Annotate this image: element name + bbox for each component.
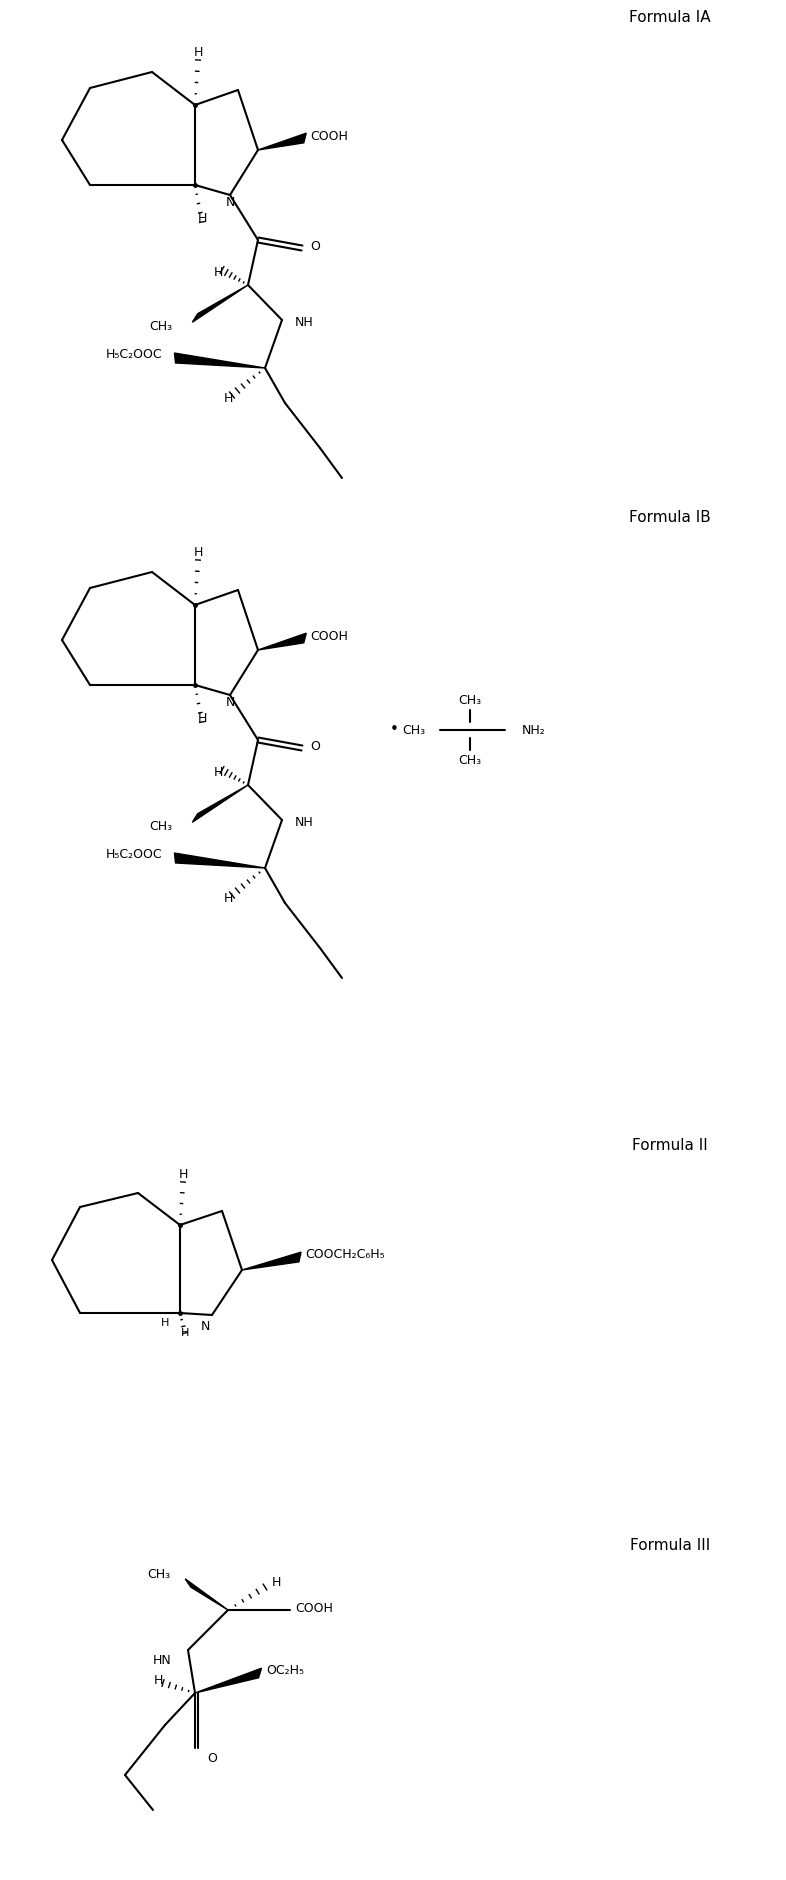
Text: NH: NH: [295, 816, 314, 829]
Text: O: O: [310, 739, 320, 752]
Text: COOH: COOH: [295, 1602, 333, 1615]
Text: H: H: [223, 391, 233, 404]
Text: H: H: [178, 1169, 188, 1181]
Text: CH₃: CH₃: [402, 724, 425, 737]
Text: NH₂: NH₂: [522, 724, 545, 737]
Polygon shape: [258, 634, 307, 650]
Text: Formula IA: Formula IA: [629, 11, 711, 26]
Text: CH₃: CH₃: [149, 320, 172, 333]
Text: H₅C₂OOC: H₅C₂OOC: [105, 348, 162, 361]
Text: Formula II: Formula II: [632, 1137, 708, 1152]
Text: H: H: [161, 1318, 169, 1327]
Polygon shape: [193, 286, 248, 321]
Text: H: H: [181, 1327, 189, 1339]
Text: N: N: [200, 1320, 210, 1333]
Text: N: N: [226, 196, 235, 209]
Text: H: H: [193, 47, 203, 60]
Text: H: H: [197, 711, 207, 724]
Text: CH₃: CH₃: [149, 820, 172, 833]
Text: COOH: COOH: [310, 630, 348, 643]
Text: H: H: [223, 891, 233, 904]
Text: H: H: [213, 265, 222, 278]
Text: OC₂H₅: OC₂H₅: [266, 1664, 304, 1677]
Text: NH: NH: [295, 316, 314, 329]
Polygon shape: [174, 854, 265, 869]
Text: COOCH₂C₆H₅: COOCH₂C₆H₅: [305, 1248, 384, 1261]
Text: CH₃: CH₃: [147, 1568, 170, 1581]
Polygon shape: [258, 133, 307, 150]
Text: CH₃: CH₃: [458, 694, 482, 707]
Text: CH₃: CH₃: [458, 754, 482, 767]
Polygon shape: [195, 1668, 262, 1694]
Text: H: H: [272, 1577, 281, 1589]
Polygon shape: [174, 353, 265, 368]
Text: H: H: [197, 211, 207, 224]
Text: H: H: [213, 765, 222, 778]
Text: Formula III: Formula III: [630, 1538, 710, 1553]
Text: N: N: [226, 696, 235, 709]
Text: O: O: [207, 1752, 217, 1765]
Text: Formula IB: Formula IB: [629, 511, 711, 526]
Text: •: •: [390, 722, 399, 737]
Text: H: H: [193, 547, 203, 560]
Text: HN: HN: [153, 1654, 172, 1666]
Text: COOH: COOH: [310, 130, 348, 143]
Polygon shape: [185, 1579, 228, 1609]
Text: H: H: [153, 1673, 163, 1686]
Text: O: O: [310, 239, 320, 252]
Text: H₅C₂OOC: H₅C₂OOC: [105, 848, 162, 861]
Polygon shape: [242, 1252, 301, 1271]
Polygon shape: [193, 786, 248, 822]
